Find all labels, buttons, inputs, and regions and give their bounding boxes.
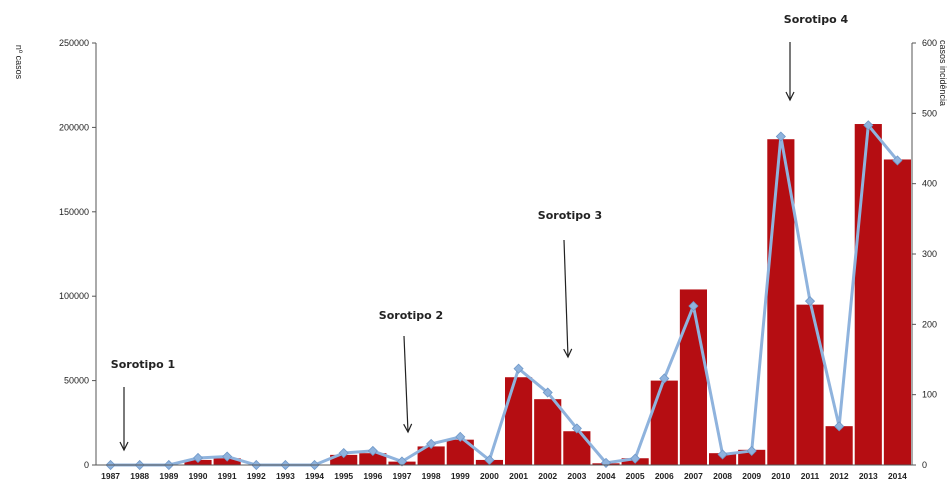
annotation-arrow-head [119,441,129,452]
x-tick-label: 2011 [801,471,820,481]
annotation-arrow-shaft [403,335,409,433]
series-point [863,120,874,131]
series-point [659,373,670,384]
bars [184,124,911,466]
axes: 0 50000 100000 150000 200000 250000 0 100 200 300… [14,38,948,481]
y2-tick-label: 500 [922,108,937,118]
series-point [222,451,233,462]
series-point [367,445,378,456]
bar [330,454,358,465]
y-tick-label: 250000 [59,38,89,48]
y2-tick-label: 600 [922,38,937,48]
x-tick-label: 2000 [480,471,499,481]
x-tick-label: 2001 [509,471,528,481]
x-tick-label: 2014 [888,471,907,481]
x-tick-label: 1991 [218,471,237,481]
x-tick-label: 1999 [451,471,470,481]
bar [796,304,824,465]
bar [825,426,853,465]
annotation-label: Sorotipo 2 [379,309,443,322]
x-tick-label: 1993 [276,471,295,481]
series-point [396,456,408,467]
y-tick-label: 200000 [59,122,89,132]
annotation-arrow-head [403,423,413,434]
series-point [513,363,524,374]
bar [563,431,591,465]
series-point [630,453,641,464]
series-point [892,155,903,166]
bar [534,399,562,465]
series-point [426,438,437,449]
x-tick-label: 2003 [567,471,586,481]
x-tick-label: 2007 [684,471,703,481]
series-point [542,387,553,398]
annotation-arrow-head [785,91,795,102]
bar [650,380,678,465]
series-line [110,123,899,467]
x-tick-label: 1990 [189,471,208,481]
y-tick-label: 0 [84,460,89,470]
series-point [834,421,845,432]
series-point [192,452,204,464]
x-tick-label: 1994 [305,471,324,481]
x-tick-label: 2010 [771,471,790,481]
series-point [775,131,786,142]
series-point [338,447,349,459]
y2-tick-label: 200 [922,319,937,329]
bar [417,446,445,465]
bar [505,377,533,465]
annotation-label: Sorotipo 3 [538,209,602,222]
annotation-arrow-shaft [563,239,569,358]
annotations: Sorotipo 1 Sorotipo 2 Sorotipo 3 Sorotipo 4 [111,13,849,452]
x-tick-label: 1987 [101,471,120,481]
annotation-arrow-head [563,348,573,359]
series-point [746,445,757,456]
x-tick-label: 1992 [247,471,266,481]
y-tick-label: 50000 [64,376,89,386]
y2-tick-label: 100 [922,390,937,400]
x-tick-label: 1988 [130,471,149,481]
x-tick-label: 2012 [830,471,849,481]
bar [679,289,707,465]
x-tick-label: 1997 [393,471,412,481]
y-tick-label: 150000 [59,207,89,217]
x-tick-label: 2005 [626,471,645,481]
x-tick-label: 1989 [159,471,178,481]
bar [883,159,911,466]
x-tick-label: 2009 [742,471,761,481]
x-tick-label: 1998 [422,471,441,481]
x-tick-label: 2004 [597,471,616,481]
annotation-label: Sorotipo 1 [111,358,175,371]
y2-tick-label: 300 [922,249,937,259]
x-tick-label: 2008 [713,471,732,481]
y2-tick-label: 0 [922,460,927,470]
series-point [717,449,728,460]
y2-tick-label: 400 [922,179,937,189]
series-point [455,431,466,442]
y-axis-title: nº casos [14,45,24,80]
x-tick-label: 2002 [538,471,557,481]
x-tick-label: 2006 [655,471,674,481]
bar [738,449,766,465]
y-tick-label: 100000 [59,291,89,301]
x-tick-label: 1996 [363,471,382,481]
annotation-label: Sorotipo 4 [784,13,849,26]
series-point [688,300,699,312]
series-point [571,423,582,434]
bar [854,124,882,466]
y2-axis-title: casos incidência [938,40,948,106]
x-tick-label: 2013 [859,471,878,481]
series-point [804,296,816,307]
x-tick-label: 1995 [334,471,353,481]
bar [359,453,387,465]
